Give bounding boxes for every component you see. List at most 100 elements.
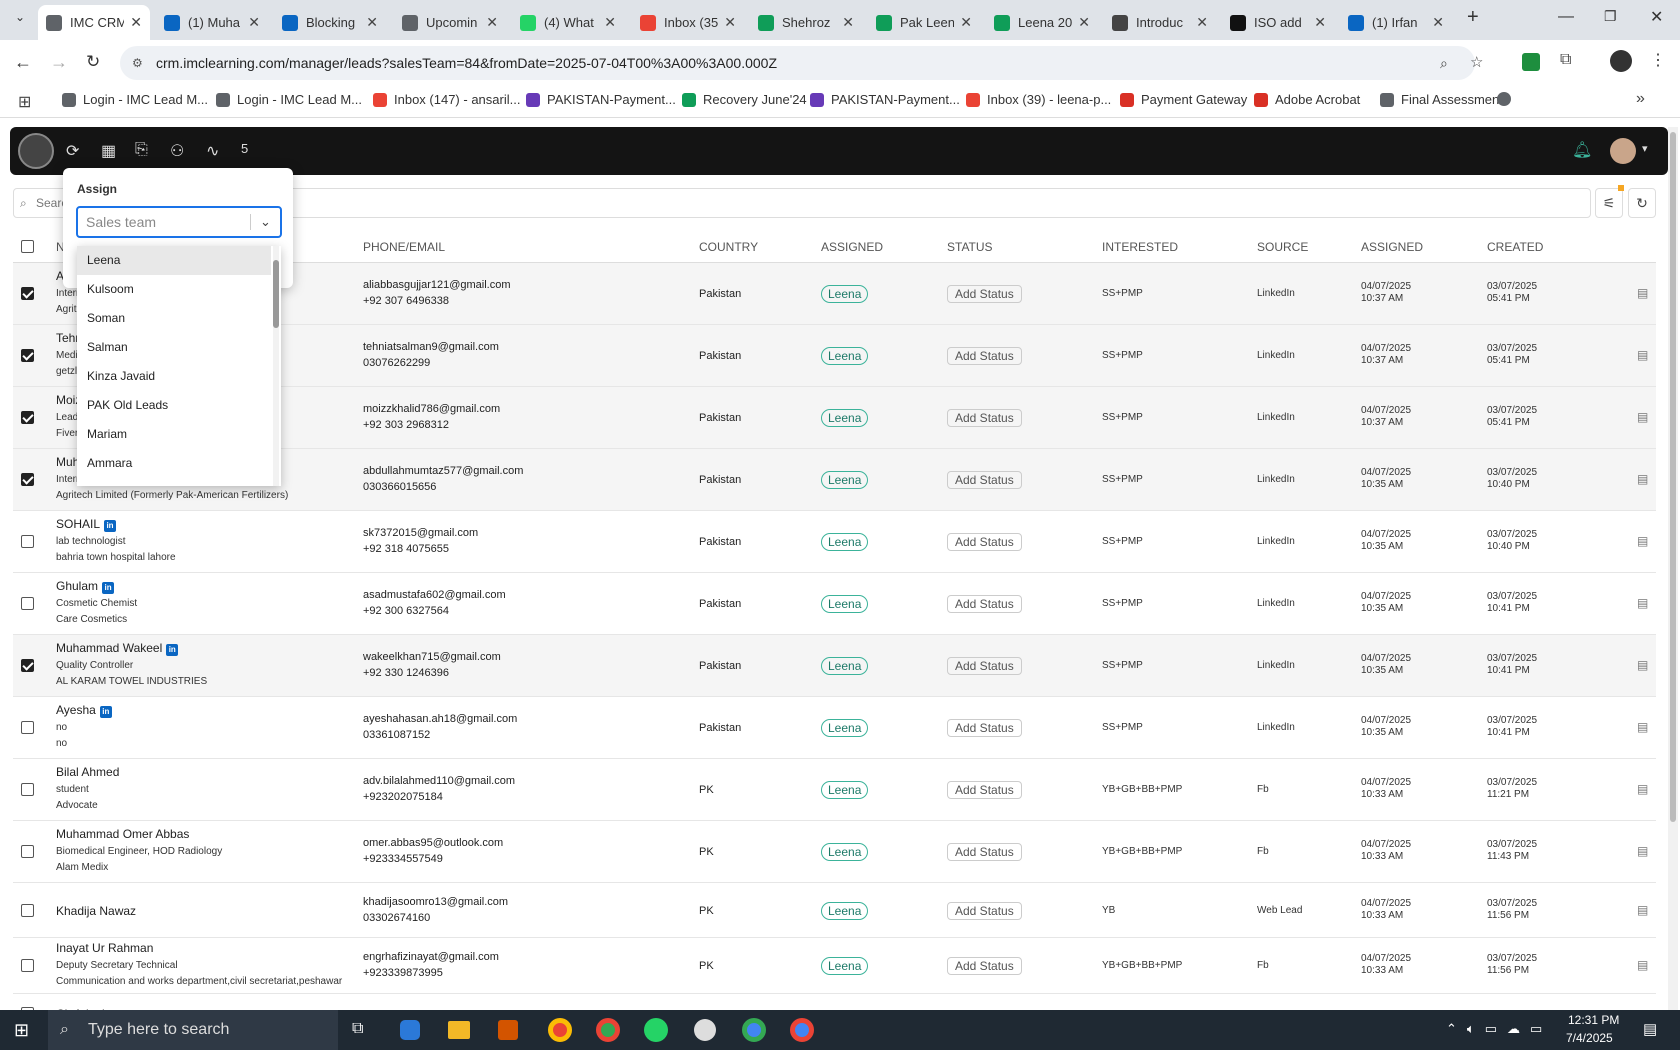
lead-phone[interactable]: 03361087152 [363,729,431,741]
bookmark-item[interactable]: Inbox (39) - leena-p... [966,92,1111,107]
add-status-button[interactable]: Add Status [947,471,1022,489]
notes-icon[interactable]: ▤ [1637,410,1649,424]
windows-start-icon[interactable]: ⊞ [14,1020,30,1040]
back-icon[interactable]: ← [14,52,32,72]
col-assigned[interactable]: ASSIGNED [821,240,884,254]
tab-close-icon[interactable]: ✕ [842,14,854,30]
lead-phone[interactable]: +923339873995 [363,967,443,979]
lead-email[interactable]: omer.abbas95@outlook.com [363,837,504,849]
add-status-button[interactable]: Add Status [947,409,1022,427]
lead-email[interactable]: tehniatsalman9@gmail.com [363,341,499,353]
lead-email[interactable]: asadmustafa602@gmail.com [363,589,506,601]
chrome-icon-1[interactable] [548,1018,572,1042]
clock-date[interactable]: 7/4/2025 [1566,1031,1613,1045]
sales-team-option[interactable]: Kulsoom [87,282,134,296]
assigned-badge[interactable]: Leena [821,843,869,861]
lead-name[interactable]: Khadija Nawaz [56,904,137,918]
row-checkbox[interactable] [21,473,34,486]
linkedin-icon[interactable]: in [166,644,179,656]
add-status-button[interactable]: Add Status [947,902,1022,920]
tab-close-icon[interactable]: ✕ [1078,14,1090,30]
zoom-icon[interactable]: ⌕ [1440,55,1448,71]
bookmark-item[interactable]: Adobe Acrobat [1254,92,1360,107]
tab-close-icon[interactable]: ✕ [366,14,378,30]
bookmark-item[interactable]: Inbox (147) - ansaril... [373,92,520,107]
chrome-icon-4[interactable] [790,1018,814,1042]
restore-button[interactable]: ❐ [1604,8,1617,24]
sales-team-option[interactable]: Soman [87,311,126,325]
notifications-icon[interactable]: ▤ [1643,1021,1658,1038]
page-scrollbar[interactable] [1668,127,1678,1010]
col-name[interactable]: N [56,240,65,254]
sales-team-option[interactable]: Mariam [87,427,128,441]
lead-name[interactable]: SOHAIL in [56,516,117,532]
url-field[interactable]: ⚙ crm.imclearning.com/manager/leads?sale… [120,46,1483,80]
sales-team-option[interactable]: Kinza Javaid [87,369,156,383]
bookmark-item[interactable]: PAKISTAN-Payment... [810,92,960,107]
add-status-button[interactable]: Add Status [947,533,1022,551]
user-menu-chevron-icon[interactable]: ▾ [1642,143,1648,155]
lead-phone[interactable]: +923334557549 [363,853,443,865]
reload-icon[interactable]: ↻ [86,52,101,71]
tab-close-icon[interactable]: ✕ [486,14,498,30]
add-status-button[interactable]: Add Status [947,347,1022,365]
browser-menu-icon[interactable]: ⋮ [1650,52,1666,69]
notes-icon[interactable]: ▤ [1637,658,1649,672]
assigned-badge[interactable]: Leena [821,285,869,303]
add-status-button[interactable]: Add Status [947,957,1022,975]
browser-tab[interactable]: ISO add ✕ [1222,5,1334,40]
more-bookmarks-icon[interactable]: » [1636,90,1645,107]
linkedin-icon[interactable]: in [104,520,117,532]
notes-icon[interactable]: ▤ [1637,596,1649,610]
clock-app-icon[interactable] [694,1019,716,1041]
notes-icon[interactable]: ▤ [1637,844,1649,858]
browser-tab[interactable]: Introduc ✕ [1104,5,1216,40]
sales-team-select[interactable]: Sales team ⌄ [76,206,282,238]
browser-tab[interactable]: Inbox (35 ✕ [632,5,744,40]
add-status-button[interactable]: Add Status [947,285,1022,303]
table-row[interactable]: Muhammad Wakeel in Quality Controller AL KA… [13,635,1656,697]
new-tab-button[interactable]: + [1467,6,1479,28]
task-view-icon[interactable]: ⧉ [352,1020,364,1037]
user-icon[interactable]: ⚇ [170,143,185,160]
bookmark-item[interactable]: Login - IMC Lead M... [62,92,208,107]
scrollbar-thumb[interactable] [273,260,279,328]
lead-phone[interactable]: 03076262299 [363,357,431,369]
assigned-badge[interactable]: Leena [821,957,869,975]
lead-name[interactable]: Muhammad Wakeel in [56,640,179,656]
assigned-badge[interactable]: Leena [821,902,869,920]
notes-icon[interactable]: ▤ [1637,903,1649,917]
table-row[interactable]: Ayesha in no no ayeshahasan.ah18@gmail.com 03… [13,697,1656,759]
chevron-down-icon[interactable]: ⌄ [260,214,271,229]
tab-close-icon[interactable]: ✕ [1196,14,1208,30]
col-country[interactable]: COUNTRY [699,240,759,254]
notes-icon[interactable]: ▤ [1637,782,1649,796]
browser-tab[interactable]: (4) What ✕ [512,5,624,40]
extension-green-icon[interactable] [1522,53,1540,71]
export-icon[interactable]: ⎘ [135,141,148,158]
lead-name[interactable]: Tehr [56,331,80,345]
tab-close-icon[interactable]: ✕ [130,14,142,30]
notification-bell-icon[interactable]: 🔔︎ [1572,142,1593,159]
lead-name[interactable]: Muhammad Omer Abbas [56,827,190,841]
taskbar-search-input[interactable]: ⌕ Type here to search [48,1010,338,1050]
table-row[interactable]: Khadija Nawaz khadijasoomro13@gmail.com 03… [13,883,1656,938]
lead-phone[interactable]: 030366015656 [363,481,437,493]
whatsapp-icon[interactable] [644,1018,668,1042]
assigned-badge[interactable]: Leena [821,595,869,613]
linkedin-icon[interactable]: in [99,706,112,718]
row-checkbox[interactable] [21,904,34,917]
notes-icon[interactable]: ▤ [1637,534,1649,548]
browser-tab[interactable]: (1) Muha ✕ [156,5,268,40]
profile-avatar[interactable] [1610,50,1632,72]
tab-close-icon[interactable]: ✕ [1432,14,1444,30]
browser-tab[interactable]: Upcomin ✕ [394,5,506,40]
sales-team-option[interactable]: Leena [77,246,271,275]
add-status-button[interactable]: Add Status [947,781,1022,799]
bookmark-item[interactable]: Payment Gateway [1120,92,1247,107]
table-row[interactable]: Ghulam in Cosmetic Chemist Care Cosmetics as… [13,573,1656,635]
row-checkbox[interactable] [21,349,34,362]
options-scrollbar[interactable] [273,246,279,486]
table-refresh-button[interactable]: ↻ [1628,188,1656,218]
lead-email[interactable]: sk7372015@gmail.com [363,527,479,539]
